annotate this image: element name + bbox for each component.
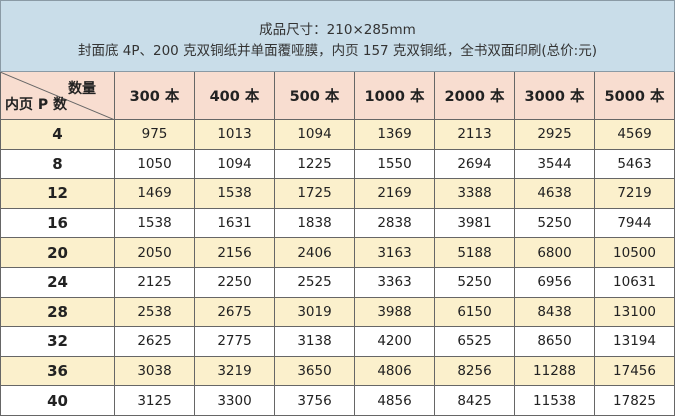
price-cell: 6956: [515, 268, 595, 298]
diagonal: [0, 72, 115, 120]
price-cell: 1538: [115, 208, 195, 239]
price-cell: 11288: [515, 356, 595, 387]
price-cell: 10500: [595, 238, 675, 268]
price-cell: 4638: [515, 179, 595, 209]
column-header: 5000 本: [595, 72, 675, 120]
row-header: 4: [0, 120, 115, 150]
price-cell: 2925: [515, 120, 595, 150]
price-cell: 8650: [515, 327, 595, 357]
column-header: 1000 本: [355, 72, 435, 120]
price-cell: 975: [115, 120, 195, 150]
price-cell: 3650: [275, 356, 355, 387]
price-cell: 1538: [195, 179, 275, 209]
title: 成品尺寸：210×285mm: [259, 22, 416, 38]
row-header: 16: [0, 208, 115, 239]
price-cell: 8438: [515, 297, 595, 328]
price-cell: 1013: [195, 120, 275, 150]
price-cell: 10631: [595, 268, 675, 298]
price-cell: 3219: [195, 356, 275, 387]
price-cell: 6800: [515, 238, 595, 268]
price-cell: 6525: [435, 327, 515, 357]
price-cell: 1225: [275, 149, 355, 180]
price-cell: 1050: [115, 149, 195, 180]
price-cell: 1469: [115, 179, 195, 209]
price-cell: 6150: [435, 297, 515, 328]
row-header: 8: [0, 149, 115, 180]
price-cell: 2050: [115, 238, 195, 268]
price-cell: 1094: [275, 120, 355, 150]
price-cell: 1838: [275, 208, 355, 239]
price-cell: 2694: [435, 149, 515, 180]
row-header: 32: [0, 327, 115, 357]
price-cell: 4200: [355, 327, 435, 357]
price-cell: 2625: [115, 327, 195, 357]
price-cell: 1550: [355, 149, 435, 180]
header: 成品尺寸：210×285mm 封面底 4P、200 克双铜纸并单面覆哑膜，内页 …: [0, 0, 675, 72]
subtitle: 封面底 4P、200 克双铜纸并单面覆哑膜，内页 157 克双铜纸，全书双面印刷…: [77, 43, 597, 59]
price-cell: 5188: [435, 238, 515, 268]
row-header: 20: [0, 238, 115, 268]
row-header: 36: [0, 356, 115, 387]
price-cell: 2113: [435, 120, 515, 150]
price-cell: 3300: [195, 386, 275, 416]
price-cell: 2775: [195, 327, 275, 357]
price-cell: 13194: [595, 327, 675, 357]
column-header: 3000 本: [515, 72, 595, 120]
row-header: 40: [0, 386, 115, 416]
price-cell: 1631: [195, 208, 275, 239]
price-cell: 4806: [355, 356, 435, 387]
price-cell: 2250: [195, 268, 275, 298]
price-cell: 2538: [115, 297, 195, 328]
price-cell: 17825: [595, 386, 675, 416]
row-header: 24: [0, 268, 115, 298]
column-header: 2000 本: [435, 72, 515, 120]
price-cell: 8256: [435, 356, 515, 387]
price-cell: 2156: [195, 238, 275, 268]
price-cell: 1369: [355, 120, 435, 150]
row-header: 12: [0, 179, 115, 209]
column-header: 300 本: [115, 72, 195, 120]
price-cell: 5250: [435, 268, 515, 298]
corner-cell: 数量 内页 P 数: [0, 72, 115, 120]
price-cell: 11538: [515, 386, 595, 416]
price-cell: 1094: [195, 149, 275, 180]
price-cell: 8425: [435, 386, 515, 416]
price-cell: 5463: [595, 149, 675, 180]
price-cell: 3544: [515, 149, 595, 180]
price-cell: 3756: [275, 386, 355, 416]
price-cell: 3125: [115, 386, 195, 416]
price-cell: 3363: [355, 268, 435, 298]
price-cell: 7219: [595, 179, 675, 209]
price-cell: 2675: [195, 297, 275, 328]
price-cell: 3138: [275, 327, 355, 357]
price-cell: 2125: [115, 268, 195, 298]
price-cell: 17456: [595, 356, 675, 387]
price-cell: 3163: [355, 238, 435, 268]
price-cell: 4856: [355, 386, 435, 416]
price-cell: 2525: [275, 268, 355, 298]
price-cell: 3988: [355, 297, 435, 328]
price-cell: 2406: [275, 238, 355, 268]
price-cell: 2838: [355, 208, 435, 239]
price-cell: 5250: [515, 208, 595, 239]
price-cell: 3019: [275, 297, 355, 328]
price-cell: 3038: [115, 356, 195, 387]
price-cell: 4569: [595, 120, 675, 150]
column-header: 500 本: [275, 72, 355, 120]
price-cell: 3981: [435, 208, 515, 239]
price-cell: 2169: [355, 179, 435, 209]
price-cell: 1725: [275, 179, 355, 209]
corner-bottom: 内页 P 数: [5, 97, 68, 113]
column-header: 400 本: [195, 72, 275, 120]
price-cell: 3388: [435, 179, 515, 209]
price-cell: 7944: [595, 208, 675, 239]
price-cell: 13100: [595, 297, 675, 328]
row-header: 28: [0, 297, 115, 328]
corner-top: 数量: [68, 81, 96, 97]
